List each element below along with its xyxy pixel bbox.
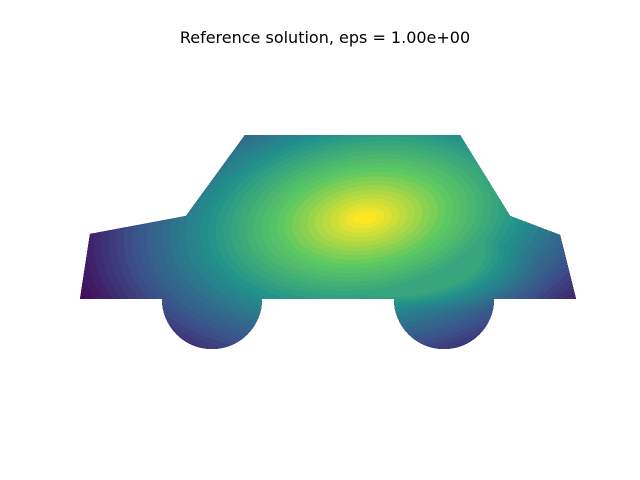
car-domain <box>80 135 576 349</box>
contour-fill <box>80 135 576 349</box>
contour-level <box>353 211 377 225</box>
chart-title: Reference solution, eps = 1.00e+00 <box>180 28 470 47</box>
